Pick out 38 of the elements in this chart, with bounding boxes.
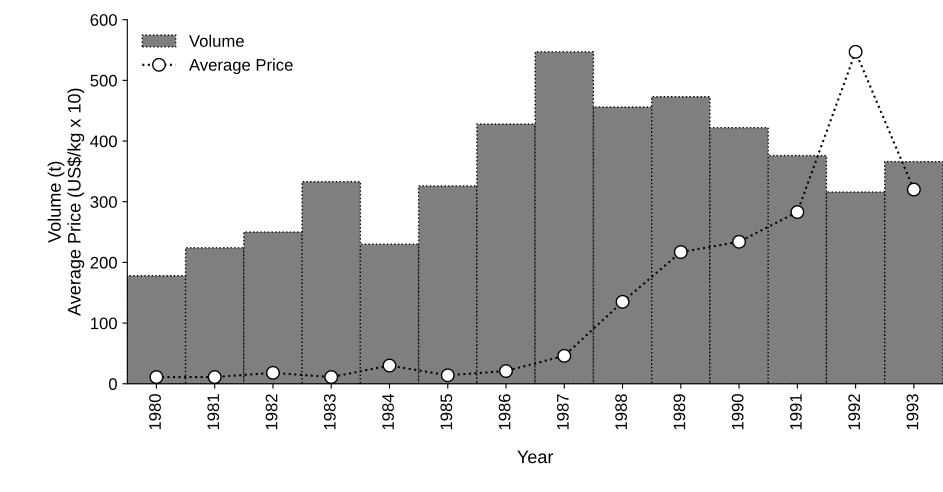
x-tick-label: 1980 bbox=[149, 394, 161, 430]
y-axis-title: Volume (t) Average Price (US$/kg x 10) bbox=[48, 88, 84, 316]
legend-label: Volume bbox=[189, 34, 244, 47]
point bbox=[208, 370, 222, 384]
y-tick-label: 600 bbox=[90, 14, 117, 26]
x-tick-label: 1987 bbox=[556, 394, 569, 430]
y-tick-label: 100 bbox=[91, 317, 117, 330]
legend-label: Average Price bbox=[189, 58, 293, 74]
point bbox=[324, 370, 338, 384]
point bbox=[616, 294, 630, 309]
point bbox=[732, 234, 746, 249]
point bbox=[906, 182, 921, 197]
y-tick-label: 300 bbox=[90, 196, 117, 208]
point bbox=[149, 370, 164, 384]
x-axis-title: Year bbox=[517, 450, 554, 464]
point bbox=[674, 245, 688, 260]
y-tick-label: 200 bbox=[90, 256, 117, 269]
x-tick-label: 1991 bbox=[790, 394, 802, 430]
x-tick-label: 1982 bbox=[266, 394, 278, 430]
point bbox=[790, 205, 804, 219]
y-tick-label: 500 bbox=[90, 74, 117, 87]
x-tick-label: 1992 bbox=[848, 394, 860, 430]
point bbox=[440, 368, 455, 382]
x-tick-label: 1984 bbox=[382, 394, 394, 430]
x-tick-label: 1990 bbox=[732, 394, 744, 430]
point bbox=[557, 348, 572, 363]
y-tick-label: 0 bbox=[108, 378, 117, 390]
point bbox=[382, 358, 396, 372]
point bbox=[266, 366, 280, 380]
x-tick-label: 1993 bbox=[906, 394, 918, 430]
x-tick-label: 1989 bbox=[673, 394, 686, 430]
x-tick-label: 1988 bbox=[615, 394, 628, 430]
x-tick-label: 1986 bbox=[498, 394, 510, 430]
point bbox=[499, 364, 513, 378]
y-tick-label: 400 bbox=[90, 135, 117, 148]
x-tick-label: 1985 bbox=[440, 394, 452, 430]
x-tick-label: 1981 bbox=[207, 394, 220, 430]
x-tick-label: 1983 bbox=[324, 394, 336, 430]
